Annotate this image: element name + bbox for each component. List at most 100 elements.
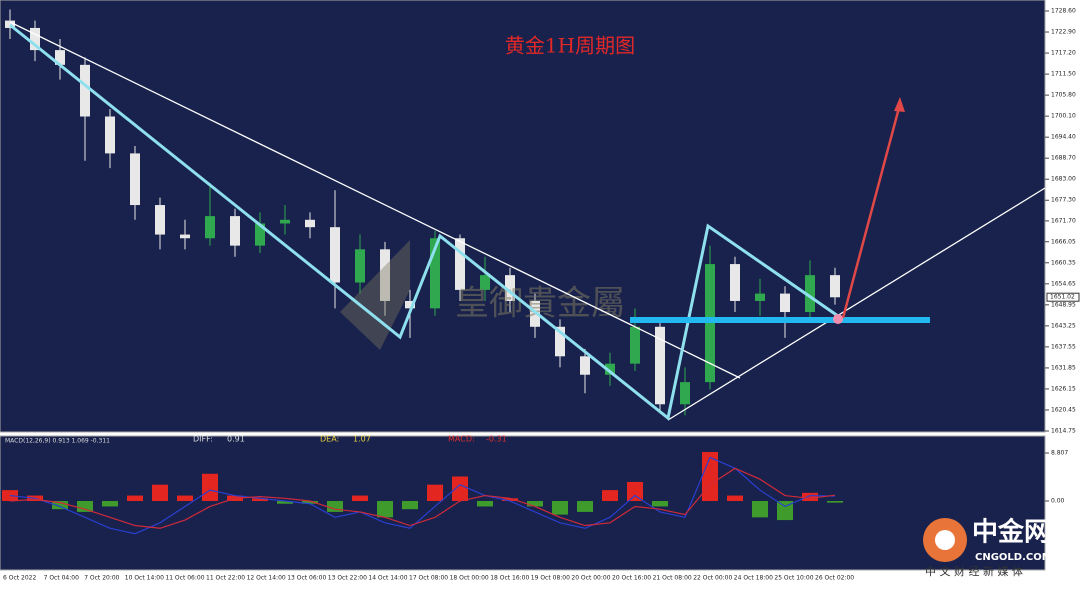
x-tick-label: 25 Oct 10:00 bbox=[774, 575, 813, 582]
diff-label: DIFF: bbox=[193, 435, 213, 444]
macd-bar bbox=[802, 492, 818, 502]
macd-bar bbox=[427, 484, 443, 502]
x-tick-label: 22 Oct 00:00 bbox=[693, 575, 732, 582]
y-tick-label: 1637.55 bbox=[1051, 343, 1076, 350]
forecast-arrow bbox=[841, 103, 902, 319]
macd-line bbox=[9, 456, 836, 535]
y-tick-label: 1711.50 bbox=[1051, 71, 1076, 78]
candle-body bbox=[80, 64, 90, 117]
macd-bar bbox=[52, 501, 68, 510]
x-tick-label: 10 Oct 14:00 bbox=[125, 575, 164, 582]
candle-body bbox=[155, 205, 165, 235]
last-price-label: 1651.02 bbox=[1050, 294, 1075, 301]
macd-bar bbox=[377, 501, 393, 518]
x-tick-label: 14 Oct 14:00 bbox=[368, 575, 407, 582]
y-tick-label: 1660.35 bbox=[1051, 259, 1076, 266]
candle-body bbox=[280, 219, 290, 224]
y-tick-label: 1671.70 bbox=[1051, 217, 1076, 224]
chart-title: 黄金1H周期图 bbox=[505, 34, 635, 58]
macd-bar bbox=[127, 495, 143, 502]
x-tick-label: 20 Oct 00:00 bbox=[571, 575, 610, 582]
x-tick-label: 17 Oct 08:00 bbox=[409, 575, 448, 582]
y-tick-label: 1677.30 bbox=[1051, 197, 1076, 204]
arrow-head bbox=[894, 97, 905, 112]
macd-bar bbox=[77, 501, 93, 512]
y-tick-label: 1666.05 bbox=[1051, 238, 1076, 245]
macd-bar bbox=[502, 498, 518, 502]
macd-bar bbox=[277, 501, 293, 504]
x-tick-label: 13 Oct 06:00 bbox=[287, 575, 326, 582]
macd-header: MACD(12,26,9) 0.913 1.069 -0.311 bbox=[5, 438, 110, 445]
candle-body bbox=[480, 275, 490, 290]
macd-bar bbox=[777, 501, 793, 521]
candle-body bbox=[5, 20, 15, 28]
candle-body bbox=[355, 249, 365, 283]
wave-line bbox=[9, 23, 839, 421]
candle-body bbox=[330, 227, 340, 283]
candle-body bbox=[655, 326, 665, 405]
y-tick-label: 1631.85 bbox=[1051, 364, 1076, 371]
x-tick-label: 20 Oct 16:00 bbox=[612, 575, 651, 582]
macd-bar bbox=[302, 501, 318, 504]
macd-bar bbox=[102, 501, 118, 507]
x-tick-label: 26 Oct 02:00 bbox=[815, 575, 854, 582]
y-tick-label: 1688.70 bbox=[1051, 155, 1076, 162]
macd-bar bbox=[577, 501, 593, 512]
last-price-box bbox=[1046, 292, 1080, 302]
candle-body bbox=[805, 275, 815, 313]
macd-value: -0.31 bbox=[486, 435, 507, 444]
candle-body bbox=[755, 293, 765, 301]
candle-body bbox=[530, 300, 540, 327]
candle-body bbox=[230, 216, 240, 246]
y-tick-label: 1648.95 bbox=[1051, 301, 1076, 308]
y-tick-label: 1728.60 bbox=[1051, 7, 1076, 14]
candle-body bbox=[130, 153, 140, 206]
macd-bar bbox=[652, 501, 668, 507]
macd-bar bbox=[402, 501, 418, 510]
candle-body bbox=[105, 116, 115, 154]
x-tick-label: 21 Oct 08:00 bbox=[653, 575, 692, 582]
x-tick-label: 11 Oct 22:00 bbox=[206, 575, 245, 582]
macd-bar bbox=[827, 501, 843, 503]
macd-bar bbox=[352, 495, 368, 502]
x-tick-label: 7 Oct 04:00 bbox=[44, 575, 79, 582]
candle-body bbox=[55, 50, 65, 65]
x-tick-label: 18 Oct 00:00 bbox=[450, 575, 489, 582]
marker bbox=[833, 314, 843, 324]
x-tick-label: 18 Oct 16:00 bbox=[490, 575, 529, 582]
trend-line bbox=[667, 187, 1046, 421]
candle-body bbox=[730, 264, 740, 301]
diff-value: 0.91 bbox=[227, 435, 245, 444]
candle-body bbox=[630, 326, 640, 364]
x-tick-label: 11 Oct 06:00 bbox=[165, 575, 204, 582]
candle-body bbox=[305, 219, 315, 228]
dea-label: DEA: bbox=[320, 435, 339, 444]
x-tick-label: 19 Oct 08:00 bbox=[531, 575, 570, 582]
support-bar bbox=[630, 317, 930, 323]
macd-bar bbox=[552, 501, 568, 515]
y-tick-label: 1700.10 bbox=[1051, 113, 1076, 120]
y-tick-label: 1717.20 bbox=[1051, 50, 1076, 57]
macd-label: MACD: bbox=[448, 435, 475, 444]
candle-body bbox=[205, 216, 215, 239]
candle-body bbox=[580, 356, 590, 375]
macd-y-tick-label: 0.00 bbox=[1051, 498, 1065, 505]
y-tick-label: 1626.15 bbox=[1051, 385, 1076, 392]
macd-y-tick-label: 8.807 bbox=[1051, 450, 1068, 457]
y-tick-label: 1705.80 bbox=[1051, 92, 1076, 99]
candle-body bbox=[505, 275, 515, 301]
y-tick-label: 1683.00 bbox=[1051, 176, 1076, 183]
candle-body bbox=[255, 223, 265, 246]
x-tick-label: 24 Oct 18:00 bbox=[734, 575, 773, 582]
candle-body bbox=[780, 293, 790, 313]
candle-body bbox=[555, 326, 565, 357]
macd-bar bbox=[477, 501, 493, 507]
macd-bar bbox=[627, 481, 643, 502]
macd-bar bbox=[752, 501, 768, 518]
macd-bar bbox=[602, 490, 618, 502]
candle-body bbox=[455, 238, 465, 290]
logo-icon-inner bbox=[935, 530, 955, 550]
y-tick-label: 1654.65 bbox=[1051, 280, 1076, 287]
trend-line bbox=[9, 21, 741, 379]
